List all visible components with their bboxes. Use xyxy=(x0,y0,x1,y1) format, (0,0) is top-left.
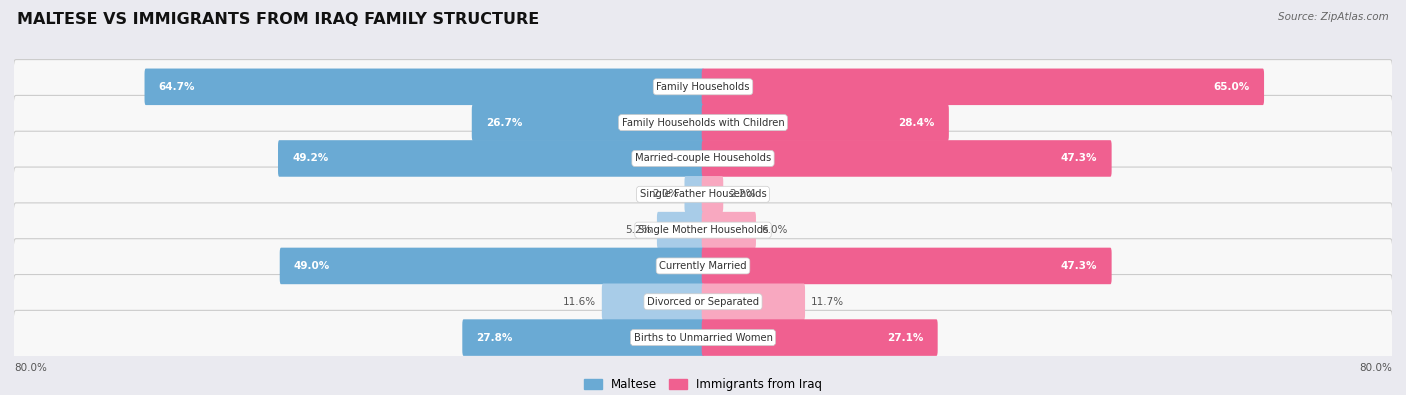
Text: 11.7%: 11.7% xyxy=(811,297,844,307)
Legend: Maltese, Immigrants from Iraq: Maltese, Immigrants from Iraq xyxy=(579,373,827,395)
FancyBboxPatch shape xyxy=(702,319,938,356)
Text: Single Father Households: Single Father Households xyxy=(640,189,766,199)
FancyBboxPatch shape xyxy=(702,69,1264,105)
FancyBboxPatch shape xyxy=(602,284,704,320)
FancyBboxPatch shape xyxy=(13,131,1393,186)
Text: 47.3%: 47.3% xyxy=(1062,154,1098,164)
Text: 2.0%: 2.0% xyxy=(652,189,679,199)
Text: 2.2%: 2.2% xyxy=(728,189,755,199)
Text: 47.3%: 47.3% xyxy=(1062,261,1098,271)
Text: Currently Married: Currently Married xyxy=(659,261,747,271)
FancyBboxPatch shape xyxy=(13,310,1393,365)
FancyBboxPatch shape xyxy=(702,104,949,141)
FancyBboxPatch shape xyxy=(13,60,1393,114)
Text: Source: ZipAtlas.com: Source: ZipAtlas.com xyxy=(1278,12,1389,22)
Text: 11.6%: 11.6% xyxy=(562,297,596,307)
Text: 80.0%: 80.0% xyxy=(14,363,46,373)
Text: MALTESE VS IMMIGRANTS FROM IRAQ FAMILY STRUCTURE: MALTESE VS IMMIGRANTS FROM IRAQ FAMILY S… xyxy=(17,12,538,27)
Text: 27.8%: 27.8% xyxy=(477,333,513,342)
Text: Family Households: Family Households xyxy=(657,82,749,92)
FancyBboxPatch shape xyxy=(702,140,1112,177)
Text: 27.1%: 27.1% xyxy=(887,333,924,342)
Text: 6.0%: 6.0% xyxy=(762,225,787,235)
Text: 80.0%: 80.0% xyxy=(1360,363,1392,373)
FancyBboxPatch shape xyxy=(463,319,704,356)
FancyBboxPatch shape xyxy=(657,212,704,248)
Text: 65.0%: 65.0% xyxy=(1213,82,1250,92)
FancyBboxPatch shape xyxy=(278,140,704,177)
FancyBboxPatch shape xyxy=(702,212,756,248)
FancyBboxPatch shape xyxy=(13,275,1393,329)
FancyBboxPatch shape xyxy=(685,176,704,213)
FancyBboxPatch shape xyxy=(13,167,1393,222)
FancyBboxPatch shape xyxy=(472,104,704,141)
Text: Births to Unmarried Women: Births to Unmarried Women xyxy=(634,333,772,342)
Text: 26.7%: 26.7% xyxy=(486,118,523,128)
FancyBboxPatch shape xyxy=(280,248,704,284)
FancyBboxPatch shape xyxy=(13,96,1393,150)
Text: Divorced or Separated: Divorced or Separated xyxy=(647,297,759,307)
FancyBboxPatch shape xyxy=(702,176,723,213)
Text: 49.0%: 49.0% xyxy=(294,261,330,271)
FancyBboxPatch shape xyxy=(702,248,1112,284)
Text: 28.4%: 28.4% xyxy=(898,118,935,128)
FancyBboxPatch shape xyxy=(702,284,806,320)
Text: 5.2%: 5.2% xyxy=(624,225,651,235)
Text: 64.7%: 64.7% xyxy=(159,82,195,92)
FancyBboxPatch shape xyxy=(13,239,1393,293)
FancyBboxPatch shape xyxy=(145,69,704,105)
Text: Single Mother Households: Single Mother Households xyxy=(638,225,768,235)
Text: 49.2%: 49.2% xyxy=(292,154,329,164)
Text: Family Households with Children: Family Households with Children xyxy=(621,118,785,128)
FancyBboxPatch shape xyxy=(13,203,1393,257)
Text: Married-couple Households: Married-couple Households xyxy=(636,154,770,164)
